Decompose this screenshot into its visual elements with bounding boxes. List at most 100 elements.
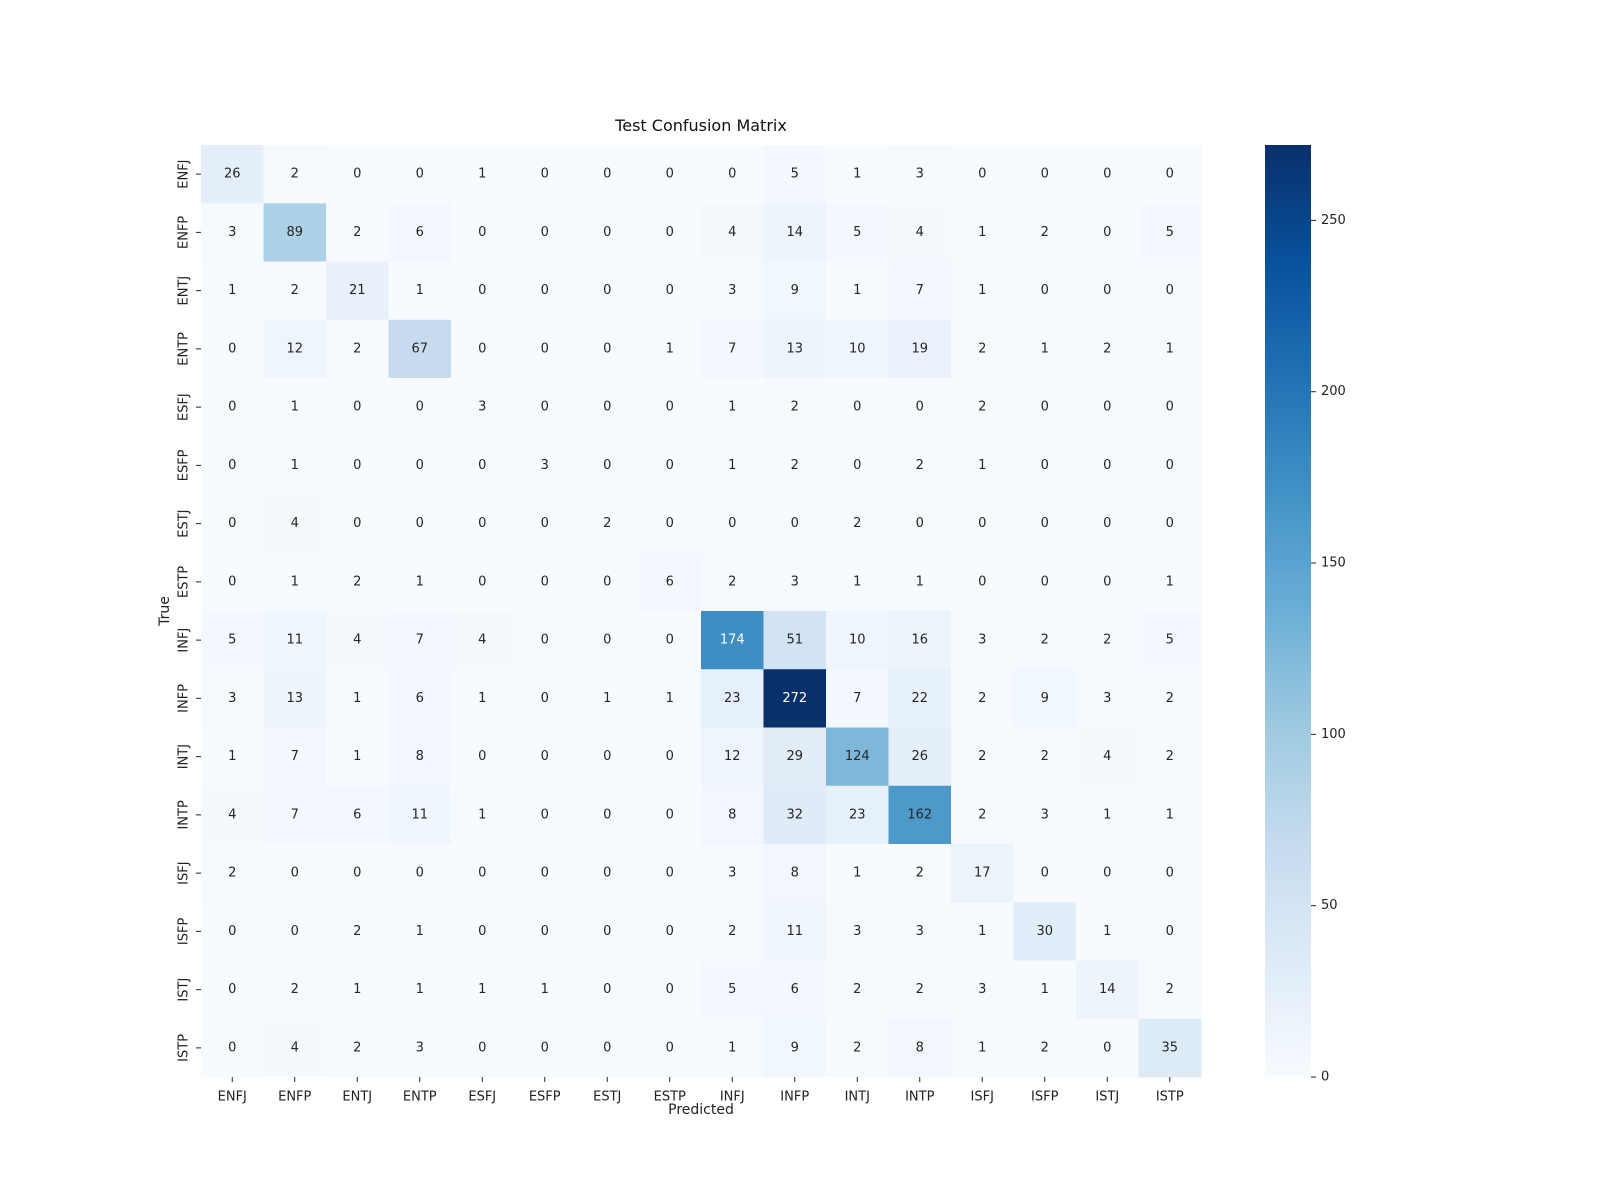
cell-value-label: 0 [978, 516, 986, 531]
cell-value-label: 124 [845, 749, 870, 764]
heatmap-cell [388, 552, 452, 612]
heatmap-cell [888, 203, 952, 262]
heatmap-cell [701, 727, 764, 787]
cell-value-label: 0 [353, 866, 361, 881]
cell-value-label: 7 [916, 283, 924, 298]
cell-value-label: 0 [1166, 516, 1174, 531]
heatmap-cell [951, 1018, 1014, 1078]
heatmap-cell [1013, 261, 1077, 321]
heatmap-cell [451, 378, 514, 437]
cell-value-label: 1 [603, 691, 611, 706]
heatmap-cell [638, 785, 702, 845]
cell-value-label: 1 [1166, 574, 1174, 589]
cell-value-label: 1 [228, 749, 236, 764]
cell-value-label: 0 [541, 400, 549, 415]
heatmap-cell [888, 319, 952, 379]
cell-value-label: 0 [603, 633, 611, 648]
heatmap-cell [1013, 436, 1077, 495]
cell-value-label: 0 [603, 807, 611, 822]
colorbar-tick-label: 200 [1321, 384, 1346, 399]
cell-value-label: 2 [978, 807, 986, 822]
cell-value-label: 2 [1166, 691, 1174, 706]
heatmap-cell [1138, 145, 1202, 204]
x-tick-label: INFJ [720, 1090, 745, 1105]
colorbar-tick-label: 50 [1321, 898, 1338, 913]
heatmap-cell [451, 1018, 514, 1078]
cell-value-label: 2 [353, 924, 361, 939]
cell-value-label: 3 [978, 982, 986, 997]
heatmap-cell [451, 261, 514, 321]
cell-value-label: 2 [978, 691, 986, 706]
cell-value-label: 2 [1166, 749, 1174, 764]
heatmap-cell [388, 785, 452, 845]
cell-value-label: 1 [853, 167, 861, 182]
heatmap-cell [1138, 552, 1202, 612]
heatmap-cell [1138, 261, 1202, 321]
cell-value-label: 1 [1166, 341, 1174, 356]
cell-value-label: 1 [728, 400, 736, 415]
heatmap-cell [951, 960, 1014, 1020]
heatmap-cell [763, 319, 827, 379]
cell-value-label: 5 [791, 167, 799, 182]
heatmap-cell [451, 785, 514, 845]
y-tick-label: INTJ [177, 744, 192, 769]
heatmap-cell [451, 902, 514, 961]
heatmap-cell [513, 611, 577, 670]
heatmap-cell [388, 902, 452, 961]
cell-value-label: 0 [228, 1040, 236, 1055]
heatmap-cell [888, 727, 952, 787]
heatmap-cell [763, 902, 827, 961]
cell-value-label: 0 [603, 749, 611, 764]
heatmap-cell [951, 261, 1014, 321]
cell-value-label: 6 [416, 691, 424, 706]
cell-value-label: 0 [541, 807, 549, 822]
cell-value-label: 0 [541, 574, 549, 589]
heatmap-cell [326, 552, 389, 612]
heatmap-cell [576, 552, 639, 612]
heatmap-cell [701, 145, 764, 204]
cell-value-label: 0 [728, 167, 736, 182]
y-axis-ticks: ENFJ ENFP ENTJ ENTP ESFJ ESFP ESTJ ESTP INFJ INFP… [177, 160, 201, 1062]
heatmap-cell [951, 319, 1014, 379]
cell-value-label: 2 [228, 866, 236, 881]
heatmap-cell [201, 785, 264, 845]
heatmap-cell [1076, 844, 1139, 903]
cell-value-label: 0 [1103, 574, 1111, 589]
cell-value-label: 0 [666, 167, 674, 182]
heatmap-cell [513, 436, 577, 495]
cell-value-label: 13 [786, 341, 803, 356]
heatmap-cell [826, 378, 889, 437]
cell-value-label: 0 [478, 458, 486, 473]
heatmap-cell [888, 145, 952, 204]
heatmap-cell [951, 552, 1014, 612]
cell-value-label: 0 [1166, 924, 1174, 939]
cell-value-label: 6 [666, 574, 674, 589]
cell-value-label: 2 [291, 167, 299, 182]
cell-value-label: 16 [911, 633, 928, 648]
cell-value-label: 0 [916, 400, 924, 415]
cell-value-label: 2 [353, 225, 361, 240]
heatmap-cell [326, 960, 389, 1020]
cell-value-label: 3 [853, 924, 861, 939]
cell-value-label: 0 [291, 924, 299, 939]
heatmap-cell [763, 960, 827, 1020]
heatmap-cell [888, 902, 952, 961]
heatmap-cell [263, 494, 327, 554]
cell-value-label: 2 [916, 458, 924, 473]
heatmap-cell [638, 669, 702, 728]
heatmap-cell [1013, 203, 1077, 262]
heatmap-cell [201, 844, 264, 903]
heatmap-cell [1013, 378, 1077, 437]
heatmap-cell [326, 844, 389, 903]
cell-value-label: 0 [478, 574, 486, 589]
cell-value-label: 2 [916, 982, 924, 997]
heatmap-cell [576, 378, 639, 437]
x-tick-label: ESTP [654, 1090, 686, 1105]
heatmap-cell [1138, 1018, 1202, 1078]
cell-value-label: 1 [666, 341, 674, 356]
cell-value-label: 0 [541, 225, 549, 240]
chart-title: Test Confusion Matrix [614, 116, 787, 135]
cell-value-label: 0 [1166, 400, 1174, 415]
heatmap-cell [326, 611, 389, 670]
heatmap-cell [1138, 727, 1202, 787]
